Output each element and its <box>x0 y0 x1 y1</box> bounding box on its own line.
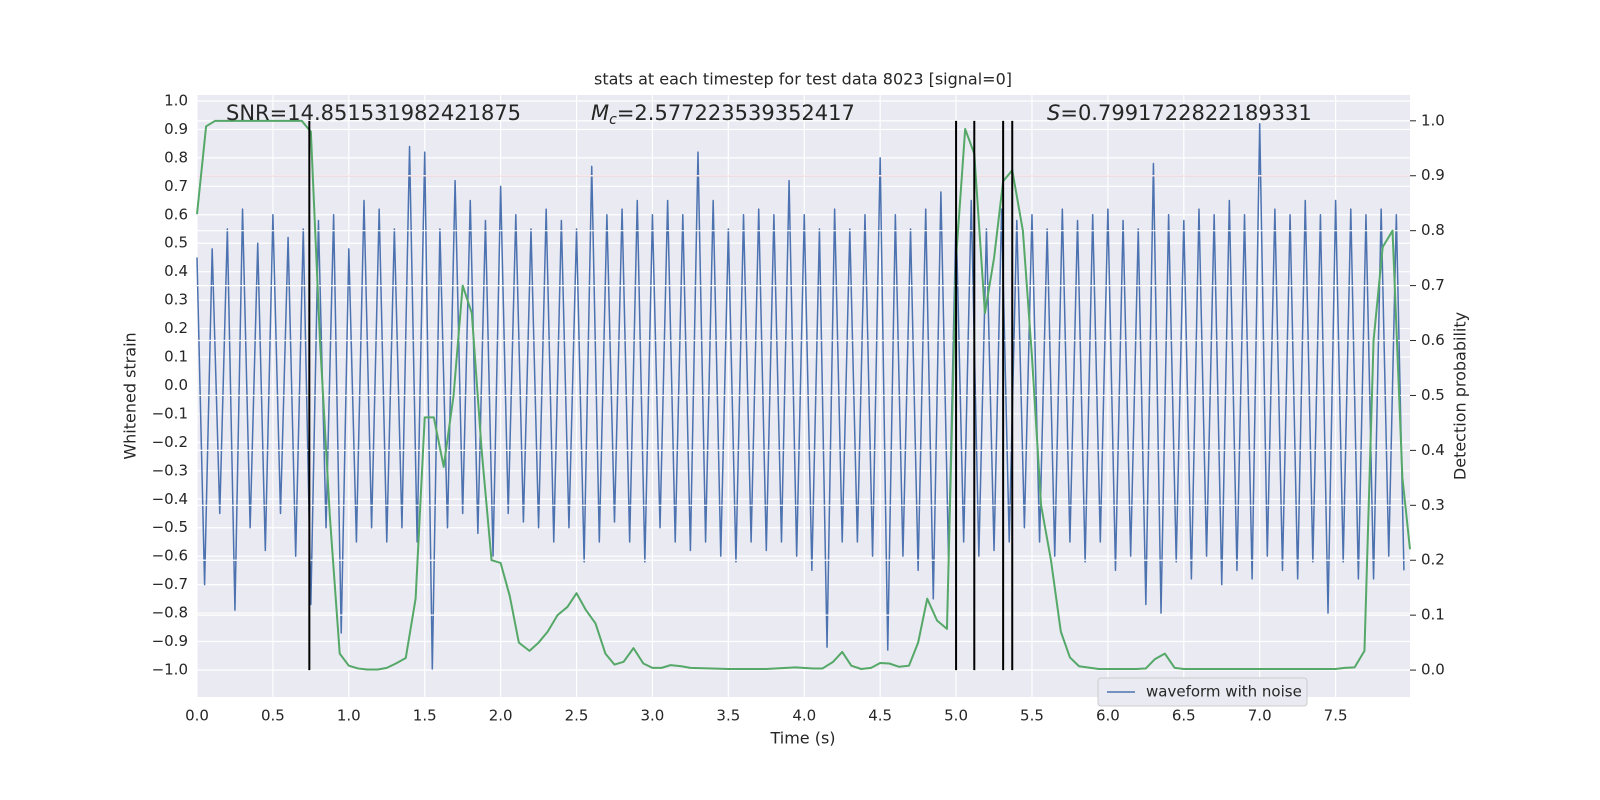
annotation-symbol: S <box>1047 101 1060 125</box>
annotation-text: =2.577223539352417 <box>617 101 855 125</box>
y-tick-label: 0.7 <box>164 177 188 195</box>
x-tick-label: 0.5 <box>261 707 285 725</box>
x-tick-label: 1.0 <box>337 707 361 725</box>
y-tick-label: 0.4 <box>164 262 188 280</box>
annotation-text: SNR=14.851531982421875 <box>226 101 521 125</box>
y2-tick-label: 0.7 <box>1421 276 1445 294</box>
y-tick-label: −0.2 <box>152 433 188 451</box>
y-tick-label: −0.4 <box>152 490 188 508</box>
x-tick-label: 7.5 <box>1324 707 1348 725</box>
x-tick-label: 4.0 <box>792 707 816 725</box>
x-tick-label: 7.0 <box>1248 707 1272 725</box>
y-tick-label: 0.9 <box>164 120 188 138</box>
y-tick-label: 0.3 <box>164 291 188 309</box>
annotation-subscript: c <box>609 112 617 128</box>
x-axis-label: Time (s) <box>769 729 835 748</box>
y-tick-label: 0.2 <box>164 319 188 337</box>
y2-tick-label: 0.6 <box>1421 331 1445 349</box>
annotation: SNR=14.851531982421875 <box>226 101 521 125</box>
y-tick-label: 0.5 <box>164 234 188 252</box>
y2-axis-label: Detection probability <box>1451 312 1470 480</box>
y2-tick-label: 0.1 <box>1421 606 1445 624</box>
y2-tick-label: 0.4 <box>1421 441 1445 459</box>
y-tick-label: 0.1 <box>164 348 188 366</box>
y-tick-label: −0.1 <box>152 404 188 422</box>
y-tick-label: 0.6 <box>164 205 188 223</box>
legend-label: waveform with noise <box>1146 683 1302 701</box>
y2-tick-label: 0.3 <box>1421 496 1445 514</box>
legend-box <box>1097 677 1308 707</box>
y2-tick-label: 0.5 <box>1421 386 1445 404</box>
y2-tick-label: 0.8 <box>1421 221 1445 239</box>
y2-tick-label: 1.0 <box>1421 111 1445 129</box>
x-tick-label: 3.0 <box>641 707 665 725</box>
annotation-text: =0.7991722822189331 <box>1060 101 1311 125</box>
x-tick-label: 6.0 <box>1096 707 1120 725</box>
y-tick-label: −0.7 <box>152 575 188 593</box>
y-tick-label: −0.3 <box>152 461 188 479</box>
x-tick-label: 2.0 <box>489 707 513 725</box>
x-tick-label: 5.0 <box>944 707 968 725</box>
x-tick-label: 6.5 <box>1172 707 1196 725</box>
waveform-line <box>196 122 1405 671</box>
probability-line <box>196 119 1411 671</box>
y-axis-label: Whitened strain <box>121 332 140 459</box>
y-tick-label: −0.9 <box>152 632 188 650</box>
x-tick-label: 1.5 <box>413 707 437 725</box>
y-tick-label: −1.0 <box>152 660 188 678</box>
y2-tick-label: 0.9 <box>1421 166 1445 184</box>
x-tick-label: 0.0 <box>185 707 209 725</box>
y-tick-label: −0.8 <box>152 604 188 622</box>
annotation: S=0.7991722822189331 <box>1047 101 1312 125</box>
x-tick-label: 2.5 <box>565 707 589 725</box>
annotation: Mc=2.577223539352417 <box>591 101 855 128</box>
x-tick-label: 5.5 <box>1020 707 1044 725</box>
y2-tick-label: 0.2 <box>1421 551 1445 569</box>
y-tick-label: −0.5 <box>152 518 188 536</box>
y-tick-label: 1.0 <box>164 91 188 109</box>
annotation-symbol: M <box>591 101 609 125</box>
y-tick-label: −0.6 <box>152 547 188 565</box>
chart-title: stats at each timestep for test data 802… <box>594 70 1012 89</box>
y2-tick-label: 0.0 <box>1421 661 1445 679</box>
y-tick-label: 0.8 <box>164 148 188 166</box>
x-tick-label: 3.5 <box>716 707 740 725</box>
y-tick-label: 0.0 <box>164 376 188 394</box>
x-tick-label: 4.5 <box>868 707 892 725</box>
